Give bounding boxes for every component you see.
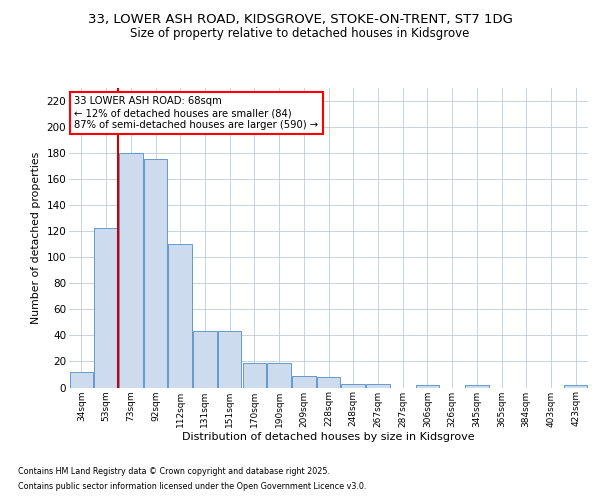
Text: Contains public sector information licensed under the Open Government Licence v3: Contains public sector information licen… xyxy=(18,482,367,491)
Bar xyxy=(119,152,143,388)
Bar xyxy=(564,385,587,388)
Bar xyxy=(218,332,241,388)
Bar xyxy=(144,159,167,388)
Bar xyxy=(268,362,291,388)
Text: 33 LOWER ASH ROAD: 68sqm
← 12% of detached houses are smaller (84)
87% of semi-d: 33 LOWER ASH ROAD: 68sqm ← 12% of detach… xyxy=(74,96,319,130)
Text: Size of property relative to detached houses in Kidsgrove: Size of property relative to detached ho… xyxy=(130,28,470,40)
Text: Contains HM Land Registry data © Crown copyright and database right 2025.: Contains HM Land Registry data © Crown c… xyxy=(18,467,330,476)
Bar xyxy=(317,377,340,388)
Y-axis label: Number of detached properties: Number of detached properties xyxy=(31,152,41,324)
Bar xyxy=(169,244,192,388)
Bar xyxy=(70,372,93,388)
Text: 33, LOWER ASH ROAD, KIDSGROVE, STOKE-ON-TRENT, ST7 1DG: 33, LOWER ASH ROAD, KIDSGROVE, STOKE-ON-… xyxy=(88,12,512,26)
Bar xyxy=(416,385,439,388)
Bar xyxy=(193,332,217,388)
Bar xyxy=(242,362,266,388)
Bar xyxy=(341,384,365,388)
Bar xyxy=(94,228,118,388)
X-axis label: Distribution of detached houses by size in Kidsgrove: Distribution of detached houses by size … xyxy=(182,432,475,442)
Bar xyxy=(366,384,389,388)
Bar xyxy=(292,376,316,388)
Bar xyxy=(465,385,488,388)
